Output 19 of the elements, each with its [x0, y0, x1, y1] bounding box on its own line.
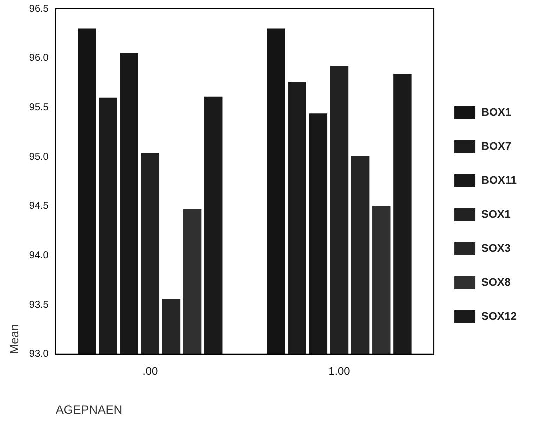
y-tick-label: 95.5 — [29, 102, 50, 114]
legend-label: BOX11 — [482, 175, 518, 188]
legend-label: SOX1 — [482, 209, 511, 222]
legend-label: SOX12 — [482, 311, 518, 324]
y-tick-label: 94.5 — [29, 201, 50, 212]
y-tick-label: 96.0 — [29, 53, 50, 64]
y-tick-label: 95.0 — [29, 152, 50, 163]
y-tick-label: 96.5 — [29, 4, 50, 15]
x-tick-label: .00 — [142, 366, 158, 378]
x-tick-label: 1.00 — [328, 366, 350, 378]
x-axis-title: AGEPNAEN — [56, 403, 123, 418]
legend-label: SOX8 — [482, 277, 511, 290]
y-tick-label: 93.5 — [29, 300, 50, 311]
legend-label: SOX3 — [482, 243, 511, 256]
legend-label: BOX7 — [482, 141, 512, 154]
y-tick-label: 94.0 — [29, 250, 50, 262]
legend-label: BOX1 — [482, 107, 512, 120]
y-axis-title: Mean — [8, 324, 22, 354]
y-tick-label: 93.0 — [29, 349, 50, 360]
